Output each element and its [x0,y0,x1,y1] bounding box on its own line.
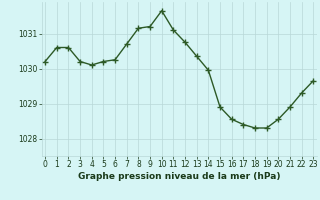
X-axis label: Graphe pression niveau de la mer (hPa): Graphe pression niveau de la mer (hPa) [78,172,280,181]
